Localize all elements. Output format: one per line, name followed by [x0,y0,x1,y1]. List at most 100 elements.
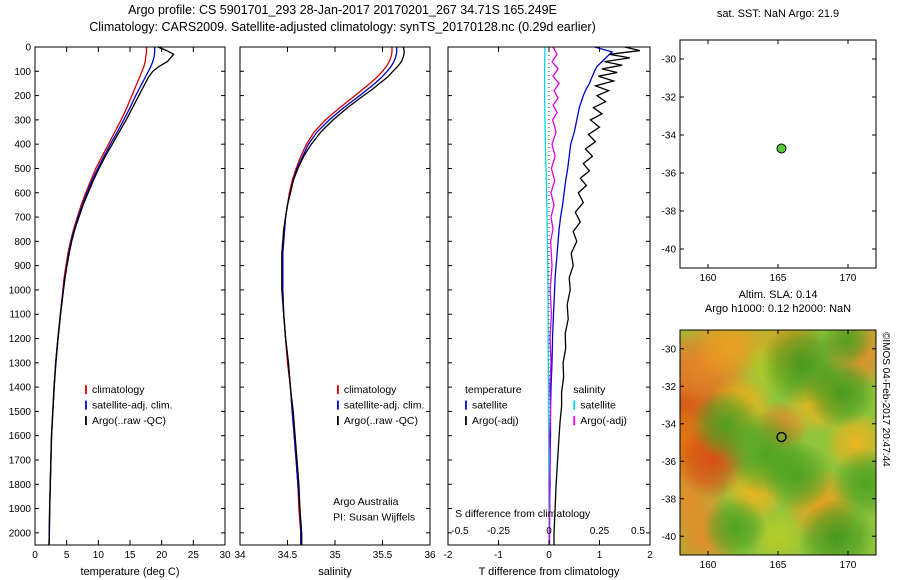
lat-tick-label: -40 [662,245,677,256]
x-tick-label: 0 [32,550,38,561]
float-position-marker [776,431,787,443]
depth-tick-label: 800 [14,237,31,248]
lat-tick-label: -30 [662,344,677,355]
axes-box [34,46,226,546]
lon-tick-label: 160 [700,560,717,571]
depth-tick-label: 1100 [9,310,31,321]
x-tick-label: 35 [329,550,341,561]
series-satellite-t-diff [548,46,614,545]
depth-tick-label: 100 [14,67,31,78]
lat-tick-label: -38 [662,494,677,505]
axes-box [239,46,431,546]
lat-tick-label: -30 [662,55,677,66]
sla-map-title-line2: Argo h1000: 0.12 h2000: NaN [704,303,852,315]
depth-tick-label: 1800 [9,480,32,491]
legend-label: satellite [472,400,508,412]
x-axis-label: salinity [318,566,352,578]
lat-tick-label: -38 [662,207,677,218]
depth-tick-label: 500 [14,164,31,175]
x-tick-label: 25 [188,550,200,561]
lon-tick-label: 160 [700,273,717,284]
imos-copyright-stamp: ©IMOS 04-Feb-2017 20:47:44 [880,332,891,467]
lat-tick-label: -36 [662,169,677,180]
depth-tick-label: 400 [14,140,31,151]
depth-tick-label: 2000 [9,528,32,539]
annotation: Argo Australia [333,496,399,508]
depth-tick-label: 1300 [9,358,32,369]
sla-blob [691,389,763,460]
legend-header: salinity [573,384,606,396]
x-tick-label: 30 [219,550,231,561]
x-tick-label: 20 [156,550,168,561]
legend-label: Argo(-adj) [472,415,519,427]
depth-tick-label: 1600 [9,431,32,442]
legend-label: satellite [580,400,616,412]
salinity-profile: 34 34.5 35 35.5 36 salinity climatology satelli… [234,46,436,578]
x-tick-label: -1 [494,550,503,561]
annotation: S difference from climatology [455,508,591,520]
legend-label: satellite-adj. clim. [92,400,173,412]
annotation: PI: Susan Wijffels [333,512,415,524]
series-climatology [48,47,148,546]
lon-tick-label: 170 [840,273,857,284]
secondary-tick-label: 0.5 [631,526,645,537]
sla-map-title-line1: Altim. SLA: 0.14 [738,289,818,301]
sla-blob [762,441,833,512]
sla-map: 160 165 170 -40 -38 -36 -34 -32 -30 [662,329,877,571]
figure-title-line2: Climatology: CARS2009. Satellite-adjuste… [89,20,596,34]
depth-tick-label: 1000 [9,285,32,296]
lat-tick-label: -40 [662,532,677,543]
x-axis-label: T difference from climatology [479,566,620,578]
x-tick-label: 1 [597,550,603,561]
figure-title-line1: Argo profile: CS 5901701_293 28-Jan-2017… [128,3,557,17]
x-tick-label: 36 [424,550,436,561]
sla-blob [831,447,876,519]
lat-tick-label: -34 [662,419,677,430]
depth-tick-label: 1500 [9,407,32,418]
temperature-profile: 0 5 10 15 20 25 300100200300400500600700800900… [9,43,231,579]
secondary-tick-label: -0.25 [487,526,510,537]
float-position-marker [776,143,787,154]
axes-box [679,39,877,269]
sla-blob [805,357,876,429]
lat-tick-label: -34 [662,131,677,142]
x-tick-label: -2 [444,550,453,561]
depth-tick-label: 1700 [9,455,32,466]
depth-tick-label: 300 [14,115,31,126]
x-tick-label: 2 [647,550,653,561]
sla-blob [821,330,873,367]
depth-tick-label: 1200 [9,334,32,345]
depth-tick-label: 700 [14,213,31,224]
series-climatology [282,47,393,545]
x-axis-label: temperature (deg C) [80,566,179,578]
series-satellite-s-diff [543,46,550,545]
legend-label: satellite-adj. clim. [344,400,425,412]
series-argo-t-diff [553,46,641,545]
lat-tick-label: -36 [662,457,677,468]
secondary-tick-label: 0.25 [590,526,610,537]
x-tick-label: 15 [124,550,136,561]
secondary-tick-label: 0 [546,526,552,537]
legend-header: temperature [465,384,522,396]
lon-tick-label: 165 [770,560,787,571]
sla-blob [702,496,767,555]
difference-profile: -2 -1 0 1 2 T difference from climatology temp… [444,46,653,578]
lat-tick-label: -32 [662,382,677,393]
legend-label: climatology [92,384,145,396]
lon-tick-label: 170 [840,560,857,571]
legend-label: Argo(..raw -QC) [344,415,418,427]
depth-tick-label: 900 [14,261,31,272]
depth-tick-label: 1400 [9,383,32,394]
x-tick-label: 0 [546,550,552,561]
location-map: 160 165 170 -40 -38 -36 -34 -32 -30 [662,39,877,284]
x-tick-label: 10 [93,550,105,561]
depth-tick-label: 1900 [9,504,32,515]
sla-field [680,330,876,555]
x-tick-label: 35.5 [373,550,393,561]
depth-tick-label: 0 [25,43,31,54]
x-tick-label: 34 [234,550,246,561]
x-tick-label: 34.5 [278,550,298,561]
series-argo-raw-qc- [48,46,175,546]
